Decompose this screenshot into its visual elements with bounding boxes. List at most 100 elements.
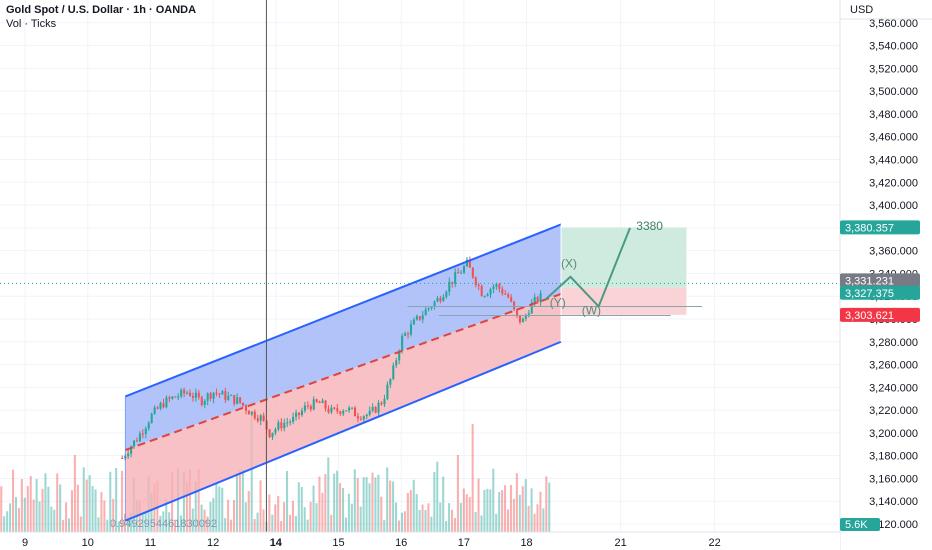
candle-body <box>168 397 171 399</box>
candle-body <box>253 411 256 419</box>
candle-body <box>380 402 383 405</box>
candle-body <box>345 410 348 412</box>
volume-bar <box>303 507 306 532</box>
volume-bar <box>521 486 524 532</box>
volume-bar <box>262 509 265 532</box>
candle-body <box>218 393 221 395</box>
volume-bar <box>174 519 177 532</box>
stop-zone <box>561 287 687 315</box>
candle-body <box>200 397 203 406</box>
volume-bar <box>288 514 292 532</box>
volume-bar <box>29 475 32 532</box>
volume-bar <box>445 521 448 532</box>
candle-body <box>271 432 274 438</box>
candle-body <box>188 392 192 396</box>
volume-bar <box>297 482 300 532</box>
candle-body <box>351 407 354 409</box>
volume-bar <box>486 488 489 532</box>
candle-body <box>244 405 248 411</box>
price-tick: 3,560.000 <box>869 18 918 30</box>
volume-bar <box>527 505 530 532</box>
candle-body <box>486 294 489 297</box>
candle-body <box>504 293 507 295</box>
candle-body <box>539 293 542 303</box>
volume-bar <box>200 504 203 532</box>
volume-bar <box>206 516 209 532</box>
volume-bar <box>185 481 188 532</box>
candle-body <box>242 402 245 406</box>
volume-bar <box>365 477 368 532</box>
volume-bar <box>256 512 259 532</box>
candle-body <box>333 407 336 409</box>
candle-body <box>418 316 421 320</box>
volume-bar <box>430 516 433 532</box>
volume-bar <box>238 470 241 532</box>
price-tick: 3,460.000 <box>869 132 918 144</box>
volume-bar <box>82 467 85 532</box>
price-tick: 3,480.000 <box>869 109 918 121</box>
candle-body <box>342 410 345 414</box>
symbol-title[interactable]: Gold Spot / U.S. Dollar · 1h · OANDA <box>6 4 197 16</box>
volume-bar <box>518 494 521 532</box>
volume-bar <box>448 503 451 532</box>
overlay-value: 0.9492954461830092 <box>110 518 217 530</box>
candle-body <box>454 272 457 284</box>
volume-bar <box>277 495 280 532</box>
volume-bar <box>327 457 330 532</box>
price-axis[interactable]: USD 3,120.000 3,140.000 3,160.000 3,180.000 3… <box>839 0 932 550</box>
candle-body <box>474 277 477 286</box>
volume-bar <box>315 503 318 532</box>
volume-bar <box>462 488 465 532</box>
time-axis[interactable]: 9 10 11 12 14 15 16 17 18 21 22 <box>0 531 840 550</box>
candle-body <box>306 405 309 407</box>
candle-body <box>283 422 286 429</box>
volume-bar <box>492 468 495 532</box>
volume-bar <box>70 490 73 532</box>
candle-body <box>433 301 436 307</box>
candle-body <box>457 272 460 274</box>
volume-bar <box>194 481 197 532</box>
volume-bar <box>312 485 315 532</box>
candle-body <box>406 333 410 335</box>
volume-bar <box>339 483 342 532</box>
price-tick: 3,280.000 <box>869 337 918 349</box>
candle-body <box>295 412 298 417</box>
volume-bar <box>126 517 129 532</box>
volume-bar <box>330 514 333 532</box>
volume-bar <box>168 512 171 532</box>
price-tick: 3,400.000 <box>869 200 918 212</box>
volume-bar <box>530 488 533 532</box>
time-tick: 11 <box>145 537 156 549</box>
time-tick: 18 <box>520 537 532 549</box>
volume-bar <box>103 500 106 532</box>
candle-body <box>191 395 194 398</box>
volume-bar <box>436 461 439 532</box>
volume-bar <box>221 487 224 532</box>
candle-body <box>230 395 233 397</box>
volume-bar <box>480 515 483 532</box>
price-tick: 3,200.000 <box>869 428 918 440</box>
candle-body <box>233 395 236 404</box>
channel-upper-zone <box>125 224 562 450</box>
candle-body <box>518 316 522 323</box>
candle-body <box>289 421 292 423</box>
candle-body <box>292 416 295 422</box>
volume-tag-label: 5.6K <box>845 519 868 531</box>
candle-body <box>180 389 183 397</box>
candle-body <box>510 297 513 302</box>
candle-body <box>236 397 239 404</box>
candle-body <box>389 378 392 385</box>
volume-bar <box>374 477 377 532</box>
candle-body <box>460 272 463 274</box>
volume-bar <box>286 470 289 532</box>
volume-bar <box>85 479 88 532</box>
volume-indicator-label[interactable]: Vol · Ticks <box>6 18 57 30</box>
volume-bar <box>53 509 56 532</box>
candle-body <box>262 415 265 421</box>
candle-body <box>424 309 427 316</box>
volume-bar <box>377 474 380 532</box>
volume-bar <box>159 515 162 532</box>
candle-body <box>150 413 153 423</box>
candle-body <box>477 285 480 287</box>
